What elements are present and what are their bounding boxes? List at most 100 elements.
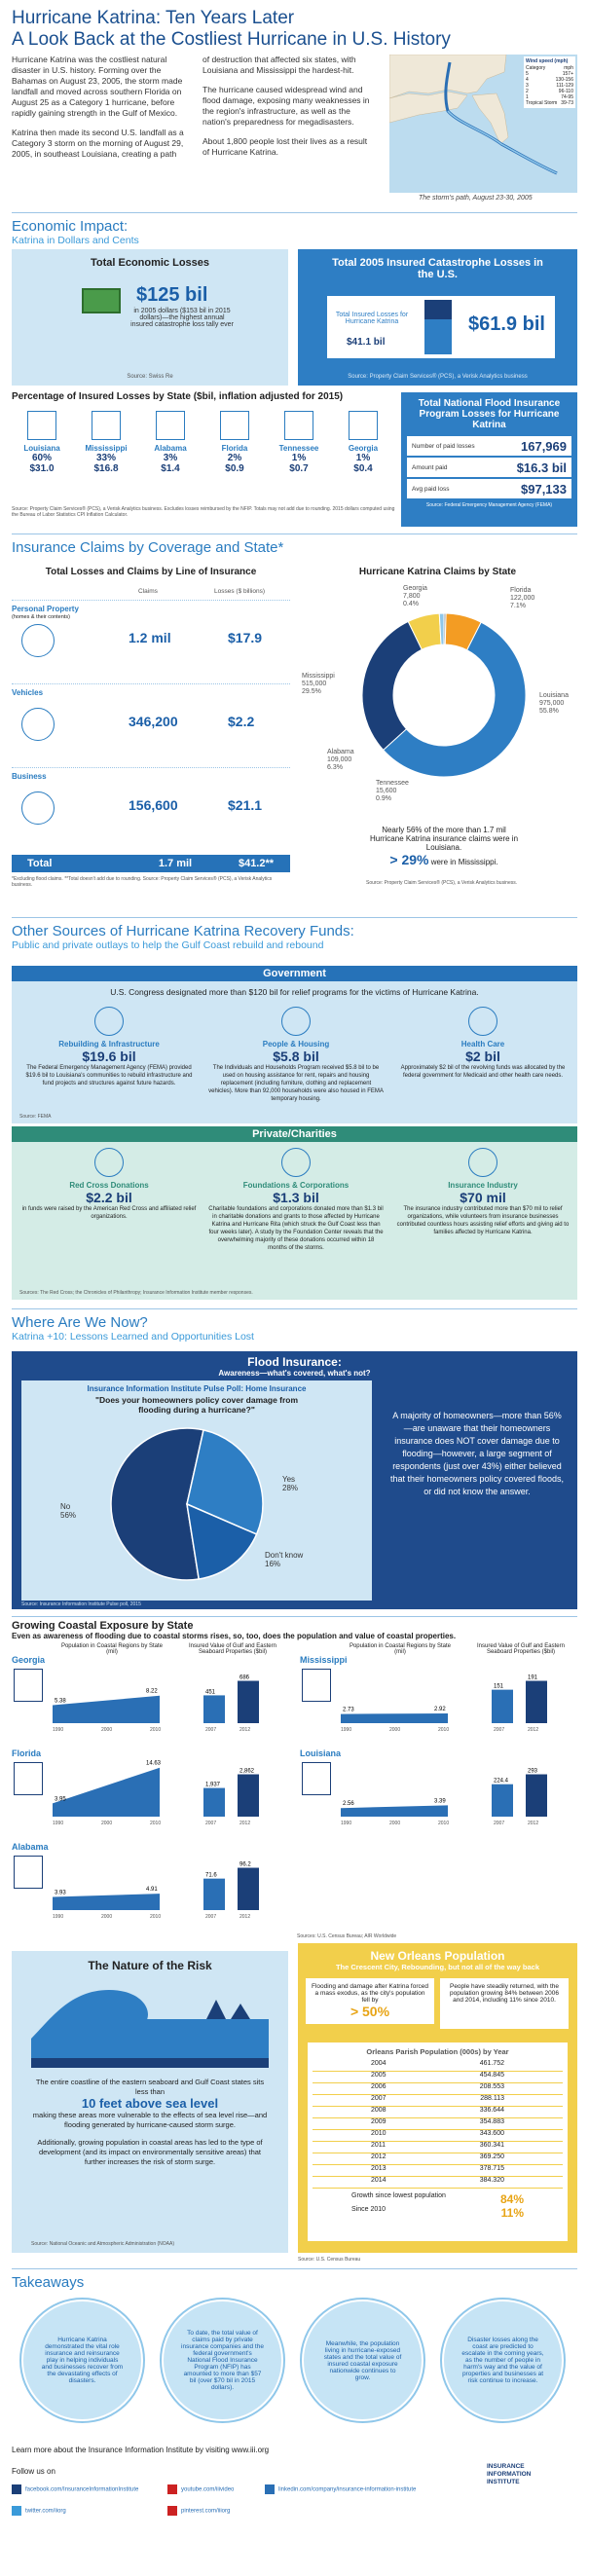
insured-small: $41.1 bil: [347, 337, 386, 348]
title-line-2: A Look Back at the Costliest Hurricane i…: [12, 29, 451, 50]
year-tick: 2007: [205, 1821, 216, 1826]
funding-icon: [468, 1007, 497, 1036]
table-year: 2006: [371, 2083, 387, 2090]
total-desc: in 2005 dollars ($153 bil in 2015 dollar…: [130, 308, 234, 328]
area-mark: [53, 1767, 160, 1817]
pie-slice: [361, 620, 423, 752]
line-row: Personal Property (homes & their contents…: [12, 600, 290, 678]
map-caption: The storm's path, August 23-30, 2005: [419, 195, 533, 202]
state-name: Georgia: [12, 1655, 46, 1665]
card-text: Charitable foundations and corporations …: [208, 1206, 384, 1251]
card-amount: $2.2 bil: [86, 1190, 132, 1205]
line-claims: 156,600: [129, 797, 178, 813]
line-loss: $17.9: [228, 630, 263, 645]
coastal-heading: Growing Coastal Exposure by State Even a…: [12, 1620, 456, 1640]
table-value: 454.845: [479, 2072, 504, 2079]
section-title: Growing Coastal Exposure by State: [12, 1620, 194, 1632]
link-text: youtube.com/iiivideo: [181, 2486, 235, 2493]
state-outline-icon: [27, 411, 56, 440]
chart-head: Population in Coastal Regions by State (…: [60, 1643, 164, 1655]
year-tick: 2010: [438, 1727, 449, 1733]
pinterest-link[interactable]: pinterest.com/iiiorg: [167, 2506, 230, 2516]
intro-paragraph: The hurricane caused widespread wind and…: [202, 85, 370, 127]
youtube-link[interactable]: youtube.com/iiivideo: [167, 2484, 234, 2494]
pie-label: Alabama 109,000 6.3%: [327, 749, 354, 771]
table-total-row: Total 1.7 mil $41.2**: [12, 855, 290, 872]
other-sources-heading: Other Sources of Hurricane Katrina Recov…: [12, 923, 354, 951]
area-label: 4.91: [146, 1887, 158, 1893]
state-value: $0.9: [225, 463, 244, 474]
pie-label: Louisiana 975,000 55.8%: [539, 692, 569, 715]
pie-label: Tennessee 15,600 0.9%: [376, 780, 409, 802]
card-amount: $70 mil: [460, 1190, 506, 1205]
card-text: The Federal Emergency Management Agency …: [25, 1065, 193, 1086]
chart-head: Population in Coastal Regions by State (…: [349, 1643, 452, 1655]
legend-value: 157+: [562, 71, 573, 77]
year-tick: 2012: [239, 1914, 250, 1920]
card-amount: $1.3 bil: [273, 1190, 319, 1205]
area-label: 8.22: [146, 1689, 158, 1695]
pie-label-line: 7,800: [403, 593, 421, 600]
poll-box: Insurance Information Institute Pulse Po…: [21, 1380, 372, 1601]
pie-label-line: 0.4%: [403, 601, 419, 607]
wave-icon: [31, 1990, 269, 2068]
pie-label-line: 515,000: [302, 681, 326, 687]
insured-label: Total Insured Losses for Hurricane Katri…: [335, 312, 409, 325]
nola-panel: New Orleans Population The Crescent City…: [298, 1943, 577, 2253]
facebook-icon: [12, 2484, 21, 2494]
year-tick: 2010: [150, 1914, 161, 1920]
intro-paragraph: of destruction that affected six states,…: [202, 55, 356, 75]
state-name: Louisiana: [300, 1748, 342, 1758]
link-text: linkedin.com/company/insurance-informati…: [278, 2486, 417, 2493]
title-line-1: Hurricane Katrina: Ten Years Later: [12, 8, 295, 28]
state-pct: 33%: [95, 453, 116, 463]
table-row: 2014 384.320: [313, 2177, 563, 2189]
area-label: 2.92: [434, 1707, 446, 1712]
funding-card: People & Housing $5.8 bil The Individuals …: [208, 1007, 384, 1103]
funding-card: Rebuilding & Infrastructure $19.6 bil The …: [21, 1007, 197, 1087]
state-item: Georgia 1% $0.4: [333, 407, 393, 474]
section-title: Where Are We Now?: [12, 1314, 148, 1331]
chart-head: Insured Value of Gulf and Eastern Seaboa…: [189, 1643, 276, 1655]
legend-row: 1 74-95: [526, 94, 573, 100]
panel-title: Flood Insurance:: [247, 1355, 342, 1369]
bar-label: 2,862: [239, 1769, 255, 1775]
card-amount: $5.8 bil: [273, 1049, 319, 1064]
pie-label-line: Tennessee: [376, 780, 409, 787]
pie-label: Florida 122,000 7.1%: [510, 587, 534, 609]
poll-title: Insurance Information Institute Pulse Po…: [87, 1384, 307, 1393]
takeaway-item: To date, the total value of claims paid …: [162, 2300, 283, 2421]
legend-value: 111-129: [556, 83, 573, 89]
column-header: Losses ($ billions): [214, 588, 266, 595]
storm-map: Wind speed (mph) Category mph 5 157+ 4 130-15…: [388, 54, 577, 193]
insured-value-bar-chart: 224.4 2007 293 2012: [492, 1769, 547, 1826]
funding-icon: [94, 1007, 124, 1036]
source-note: Sources: The Red Cross; the Chronicles o…: [19, 1290, 253, 1296]
facebook-link[interactable]: facebook.com/InsuranceInformationInstitu…: [12, 2484, 138, 2494]
poll-label-pct: 56%: [60, 1511, 76, 1520]
state-outline-icon: [92, 411, 121, 440]
pie-label-line: Louisiana: [539, 692, 569, 699]
table-year: 2013: [371, 2165, 387, 2172]
intro-paragraph: Katrina then made its second U.S. landfa…: [12, 128, 184, 159]
column-header: Claims: [138, 588, 158, 595]
source-note: Source: Insurance Information Institute …: [21, 1601, 141, 1607]
state-outline-icon: [14, 1856, 43, 1889]
page-title: Hurricane Katrina: Ten Years Later A Loo…: [12, 8, 586, 51]
logo-line: INSTITUTE: [487, 2479, 520, 2485]
state-item: Tennessee 1% $0.7: [269, 407, 329, 474]
gov-lead: U.S. Congress designated more than $120 …: [110, 987, 479, 997]
linkedin-link[interactable]: linkedin.com/company/insurance-informati…: [265, 2484, 416, 2494]
line-loss: $2.2: [228, 714, 255, 729]
gt-value: > 29%: [389, 852, 429, 867]
total-losses-panel: Total Economic Losses $125 bil in 2005 d…: [12, 249, 288, 386]
table-year: 2010: [371, 2130, 387, 2137]
table-year: 2009: [371, 2118, 387, 2125]
poll-label-name: No: [60, 1502, 71, 1511]
twitter-link[interactable]: twitter.com/iiorg: [12, 2506, 66, 2516]
pie-label-line: 975,000: [539, 700, 564, 707]
state-outline-icon: [14, 1669, 43, 1702]
legend-label: Category: [526, 65, 546, 71]
line-icon: [21, 708, 55, 741]
state-name: Mississippi: [300, 1655, 348, 1665]
